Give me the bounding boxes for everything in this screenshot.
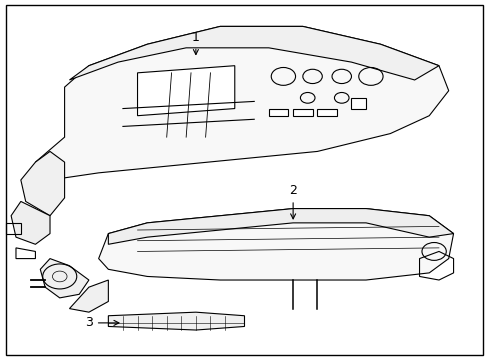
Text: 1: 1 — [192, 31, 200, 54]
Text: 2: 2 — [288, 184, 296, 219]
Polygon shape — [40, 258, 89, 298]
Bar — [317, 109, 336, 116]
Polygon shape — [137, 66, 234, 116]
Bar — [292, 109, 312, 116]
Polygon shape — [21, 152, 64, 216]
Polygon shape — [99, 208, 453, 280]
Polygon shape — [108, 312, 244, 330]
Polygon shape — [69, 280, 108, 312]
Polygon shape — [108, 208, 453, 244]
Text: 3: 3 — [85, 316, 119, 329]
Polygon shape — [11, 202, 50, 244]
Bar — [351, 98, 366, 109]
Bar — [268, 109, 287, 116]
Polygon shape — [35, 26, 448, 180]
Polygon shape — [69, 26, 438, 80]
